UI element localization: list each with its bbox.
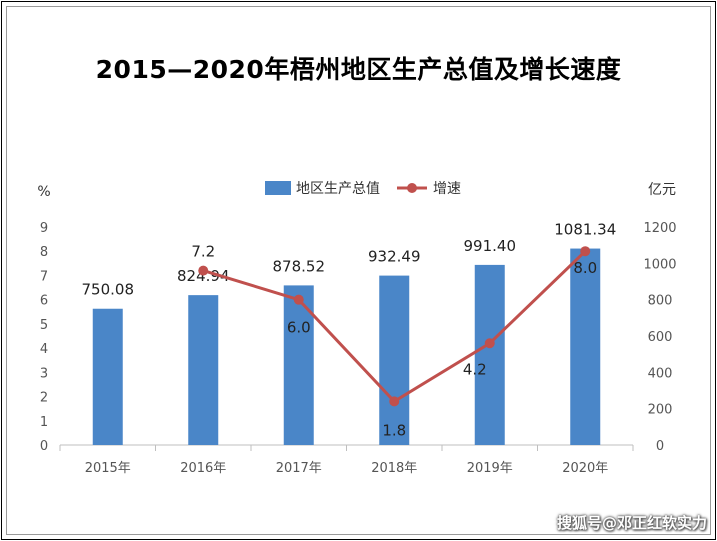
legend-line-label: 增速 <box>433 181 461 197</box>
chart-title: 2015—2020年梧州地区生产总值及增长速度 <box>95 55 622 84</box>
right-axis-tick-label: 200 <box>648 403 673 418</box>
left-axis-tick-label: 7 <box>40 269 48 284</box>
line-data-label: 7.2 <box>191 243 215 261</box>
right-axis-tick-label: 1000 <box>643 257 676 272</box>
bar-data-label: 750.08 <box>82 281 135 299</box>
bar <box>188 295 219 445</box>
x-axis-tick-label: 2016年 <box>180 461 226 476</box>
bar <box>92 308 123 445</box>
line-data-label: 1.8 <box>382 421 406 439</box>
right-axis-tick-label: 1200 <box>643 221 676 236</box>
bar <box>570 248 601 445</box>
x-axis-tick-label: 2015年 <box>85 461 131 476</box>
right-axis-tick-label: 400 <box>648 366 673 381</box>
left-axis-tick-label: 6 <box>40 294 48 309</box>
x-axis-tick-label: 2018年 <box>371 461 417 476</box>
x-axis-tick-label: 2020年 <box>562 461 608 476</box>
bar-data-label: 932.49 <box>368 248 421 266</box>
line-data-label: 6.0 <box>287 319 311 337</box>
right-axis-tick-label: 0 <box>656 439 664 454</box>
bar-data-label: 824.94 <box>177 267 230 285</box>
bar <box>474 264 505 445</box>
left-axis-tick-label: 0 <box>40 439 48 454</box>
left-axis-unit: % <box>37 184 50 200</box>
left-axis-tick-label: 2 <box>40 391 48 406</box>
growth-point <box>580 246 591 257</box>
right-axis-unit: 亿元 <box>648 182 676 198</box>
line-data-label: 8.0 <box>573 259 597 277</box>
line-data-label: 4.2 <box>463 360 487 378</box>
right-axis-tick-label: 600 <box>648 330 673 345</box>
left-axis-tick-label: 5 <box>40 318 48 333</box>
watermark: 搜狐号@邓正红软实力 <box>556 514 707 532</box>
legend-line-marker <box>407 183 417 193</box>
x-axis-tick-label: 2019年 <box>467 461 513 476</box>
left-axis-tick-label: 9 <box>40 221 48 236</box>
legend-bar-swatch <box>265 181 291 195</box>
growth-point <box>484 338 495 349</box>
growth-point <box>198 265 209 276</box>
bar <box>379 275 410 445</box>
left-axis-tick-label: 3 <box>40 366 48 381</box>
growth-point <box>293 294 304 305</box>
right-axis-tick-label: 800 <box>648 294 673 309</box>
left-axis-tick-label: 4 <box>40 342 48 357</box>
left-axis-tick-label: 8 <box>40 245 48 260</box>
x-axis-tick-label: 2017年 <box>276 461 322 476</box>
inner-border <box>6 6 711 535</box>
bar-data-label: 1081.34 <box>554 221 616 239</box>
left-axis-tick-label: 1 <box>40 415 48 430</box>
legend-bar-label: 地区生产总值 <box>296 181 380 197</box>
bar-data-label: 878.52 <box>273 257 326 275</box>
growth-point <box>389 396 400 407</box>
bar-data-label: 991.40 <box>464 237 517 255</box>
